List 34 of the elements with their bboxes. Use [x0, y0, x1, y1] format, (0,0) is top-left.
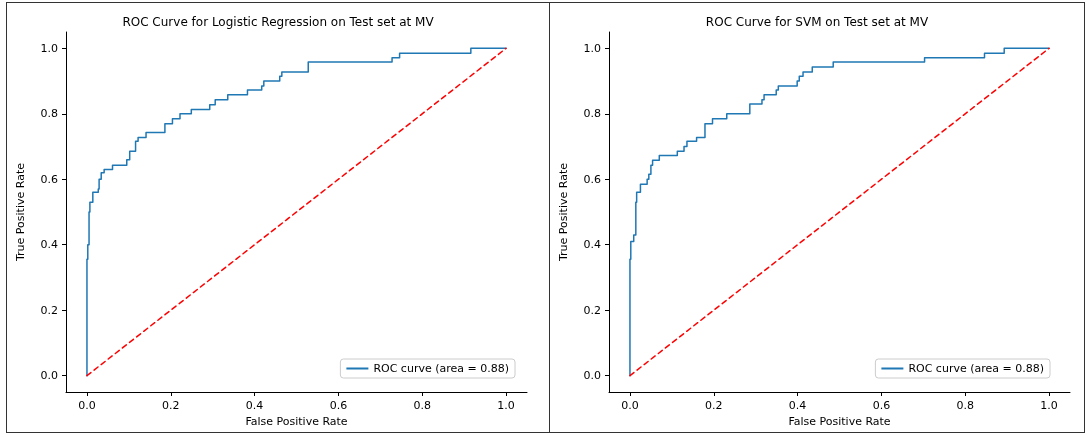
y-tick-label: 0.6: [40, 172, 58, 186]
legend-label: ROC curve (area = 0.88): [908, 362, 1044, 375]
y-tick-label: 0.8: [40, 107, 58, 121]
line-series: [629, 47, 1050, 377]
x-axis-title: False Positive Rate: [788, 415, 891, 428]
x-tick-label: 0.0: [78, 399, 96, 412]
x-tick-label: 0.6: [329, 399, 348, 412]
x-tick-label: 1.0: [497, 399, 515, 412]
x-tick-label: 0.4: [788, 399, 807, 412]
x-tick-label: 0.8: [956, 399, 974, 412]
chart-title: ROC Curve for Logistic Regression on Test set at MV: [122, 15, 435, 29]
y-tick-label: 0.4: [40, 238, 58, 252]
y-tick-label: 0.4: [583, 238, 601, 252]
legend-label: ROC curve (area = 0.88): [373, 362, 509, 375]
y-axis-title: True Positive Rate: [14, 162, 27, 262]
chart-title: ROC Curve for SVM on Test set at MV: [705, 15, 929, 29]
y-tick-label: 0.2: [583, 303, 601, 317]
y-tick-label: 0.0: [40, 369, 58, 383]
x-axis-title: False Positive Rate: [245, 415, 348, 428]
x-tick-label: 0.2: [705, 399, 723, 412]
x-tick-label: 1.0: [1040, 399, 1058, 412]
y-axis-title: True Positive Rate: [557, 162, 570, 262]
y-tick-label: 0.6: [583, 172, 601, 186]
y-tick-label: 0.0: [583, 369, 601, 383]
y-tick-label: 1.0: [583, 41, 601, 55]
line-series: [86, 47, 507, 377]
x-tick-label: 0.8: [413, 399, 431, 412]
x-tick-label: 0.6: [872, 399, 891, 412]
x-tick-label: 0.0: [621, 399, 639, 412]
y-tick-label: 0.2: [40, 303, 58, 317]
y-tick-label: 1.0: [40, 41, 58, 55]
x-tick-label: 0.4: [245, 399, 264, 412]
y-tick-label: 0.8: [583, 107, 601, 121]
x-tick-label: 0.2: [162, 399, 180, 412]
